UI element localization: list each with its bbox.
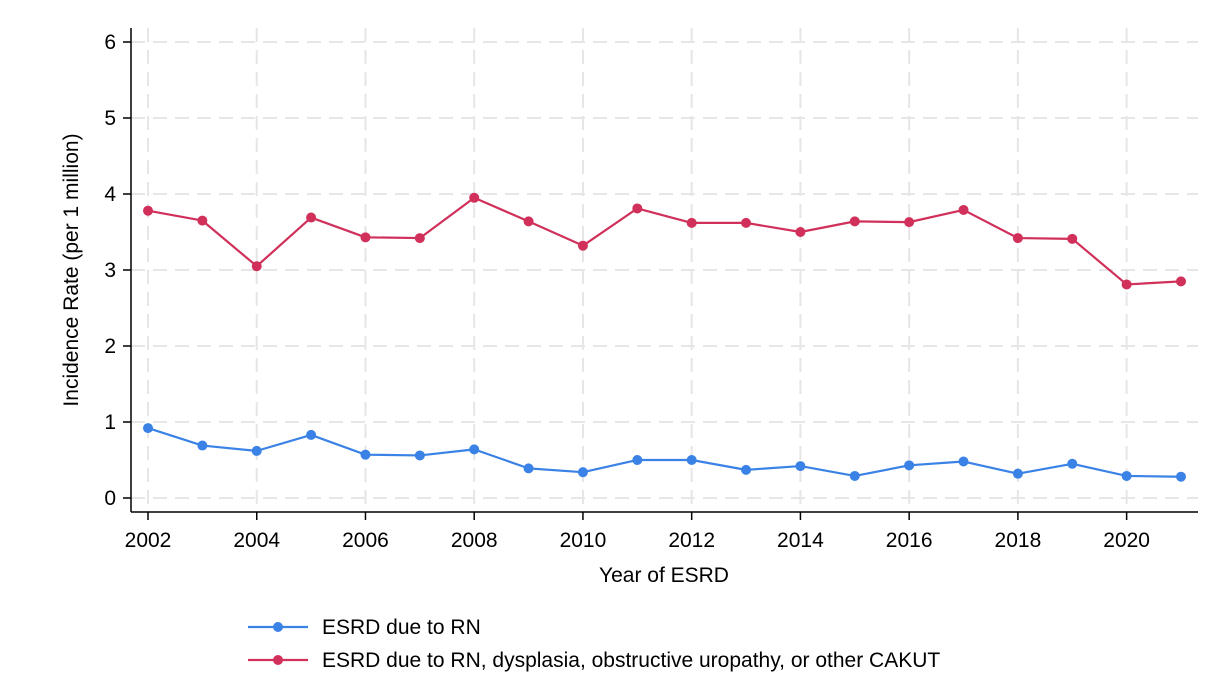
legend: ESRD due to RN ESRD due to RN, dysplasia,… — [248, 616, 940, 672]
data-point — [1121, 470, 1132, 481]
x-tick-label: 2008 — [451, 529, 498, 552]
legend-label: ESRD due to RN, dysplasia, obstructive u… — [322, 649, 940, 672]
data-point — [1012, 233, 1023, 244]
data-point — [741, 464, 752, 475]
data-point — [143, 205, 153, 216]
data-point — [360, 232, 371, 243]
data-point — [1121, 279, 1132, 290]
series-2 — [143, 192, 1186, 290]
y-tick-label: 0 — [104, 487, 116, 510]
x-tick-label: 2014 — [777, 529, 824, 552]
data-point — [414, 233, 425, 244]
data-point — [306, 429, 317, 440]
y-tick-label: 5 — [104, 107, 116, 130]
x-tick-label: 2016 — [886, 529, 933, 552]
y-tick-label: 4 — [104, 183, 116, 206]
x-tick-label: 2006 — [342, 529, 389, 552]
data-point — [523, 463, 534, 474]
data-point — [1067, 458, 1078, 469]
y-tick-label: 3 — [104, 259, 116, 282]
legend-label: ESRD due to RN — [322, 616, 481, 639]
data-point — [251, 261, 262, 272]
data-point — [958, 456, 969, 467]
data-point — [251, 445, 262, 456]
data-point — [469, 444, 480, 455]
data-point — [1012, 468, 1023, 479]
data-point — [849, 470, 860, 481]
grid-lines — [131, 28, 1198, 512]
legend-item-1: ESRD due to RN — [248, 616, 481, 639]
data-point — [904, 460, 915, 471]
x-tick-label: 2018 — [995, 529, 1042, 552]
x-tick-label: 2012 — [668, 529, 715, 552]
data-point — [795, 227, 806, 237]
series-1 — [143, 423, 1186, 482]
y-tick-label: 6 — [104, 31, 116, 54]
data-point — [414, 450, 425, 461]
x-tick-label: 2004 — [233, 529, 280, 552]
data-point — [143, 423, 153, 434]
data-point — [469, 192, 480, 203]
data-point — [958, 204, 969, 215]
data-point — [632, 455, 643, 465]
x-tick-label: 2002 — [125, 529, 172, 552]
x-tick-label: 2010 — [560, 529, 607, 552]
data-point — [197, 215, 208, 226]
series-group — [143, 192, 1186, 482]
x-ticks: 2002 2004 2006 2008 2010 2012 2014 2016 2018 2020 — [125, 512, 1150, 552]
data-point — [795, 461, 806, 472]
legend-swatch-marker — [273, 622, 283, 632]
y-tick-label: 1 — [104, 411, 116, 434]
series-line — [147, 196, 1182, 286]
legend-swatch-marker — [273, 655, 283, 665]
data-point — [197, 440, 208, 451]
data-point — [686, 217, 697, 228]
series-line — [147, 427, 1182, 478]
y-tick-label: 2 — [104, 335, 116, 358]
data-point — [306, 212, 317, 223]
x-tick-label: 2020 — [1103, 529, 1150, 552]
data-point — [904, 217, 915, 228]
data-point — [1176, 471, 1186, 482]
data-point — [577, 467, 588, 478]
data-point — [360, 449, 371, 460]
y-axis-title: Incidence Rate (per 1 million) — [60, 133, 83, 406]
data-point — [1176, 276, 1186, 287]
data-point — [577, 240, 588, 251]
data-point — [741, 217, 752, 228]
data-point — [1067, 233, 1078, 244]
data-point — [686, 455, 697, 465]
data-point — [632, 203, 643, 214]
data-point — [523, 216, 534, 227]
x-axis-title: Year of ESRD — [599, 564, 729, 587]
data-point — [849, 216, 860, 227]
legend-item-2: ESRD due to RN, dysplasia, obstructive u… — [248, 649, 940, 672]
y-ticks: 0 1 2 3 4 5 6 — [104, 31, 131, 510]
